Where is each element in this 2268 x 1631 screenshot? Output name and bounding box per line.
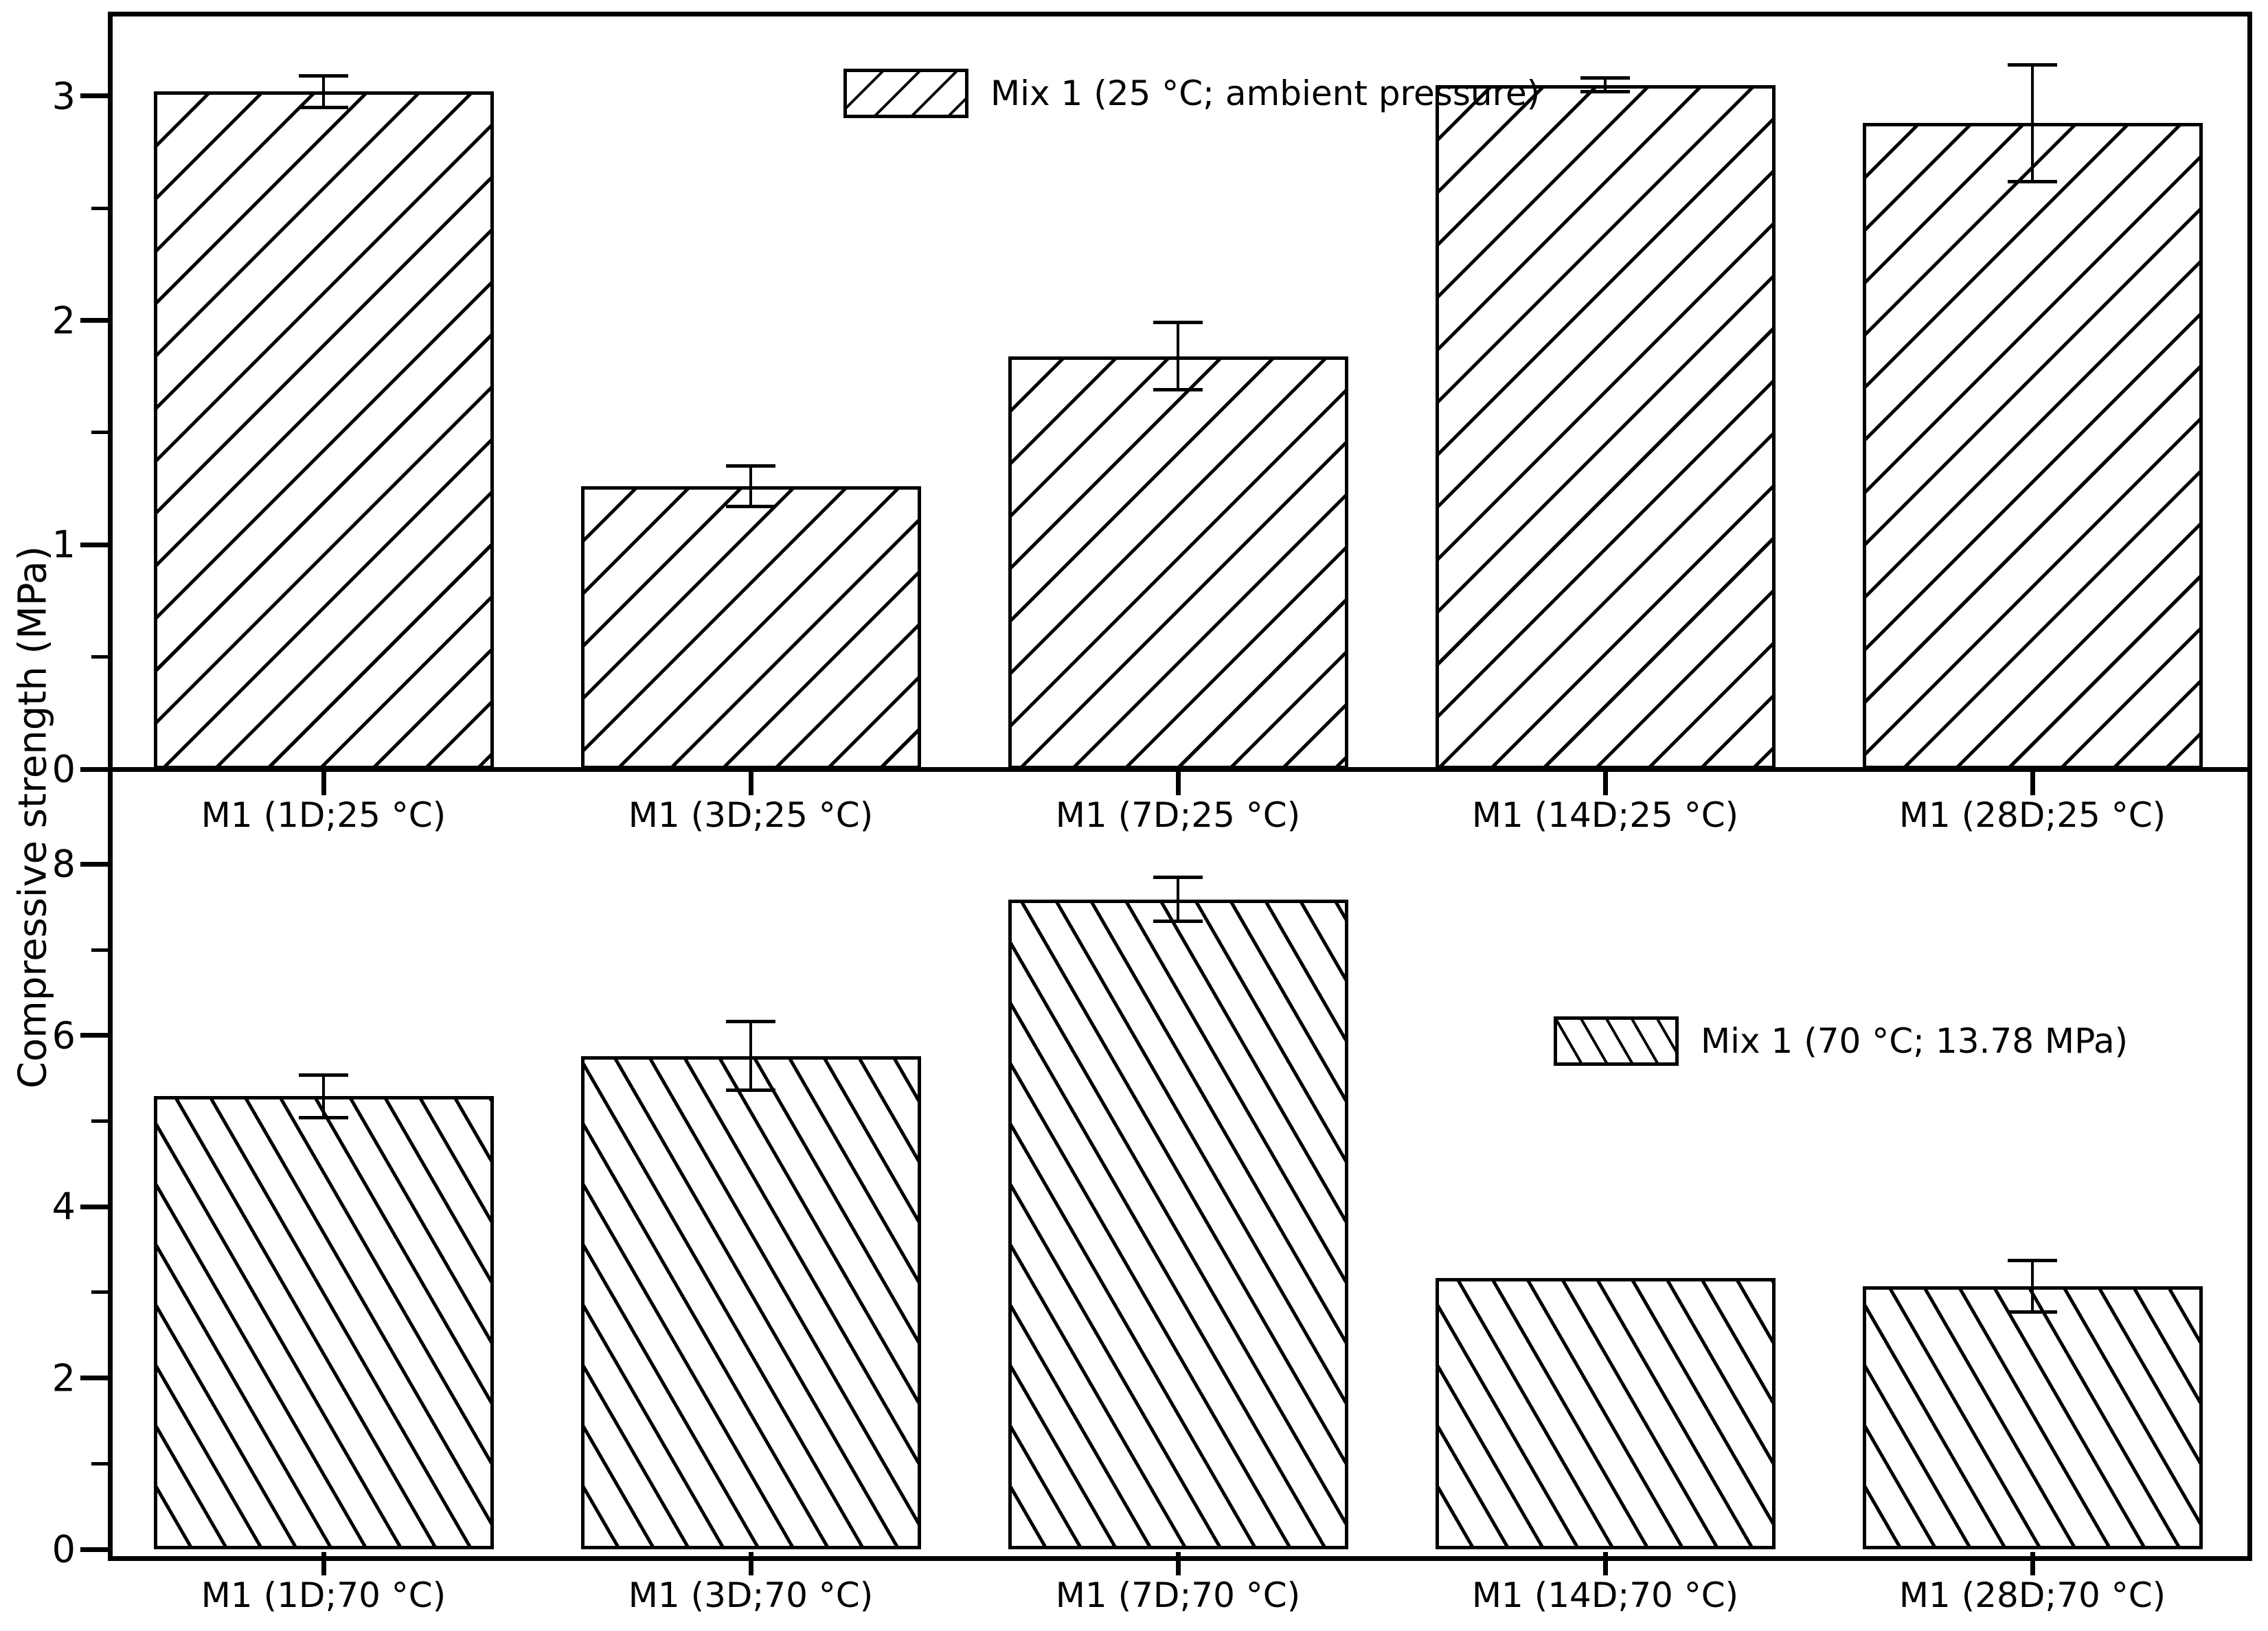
legend-top-panel: Mix 1 (25 °C; ambient pressure) <box>843 69 1540 118</box>
y-major-tick <box>80 318 108 323</box>
x-category-label: M1 (14D;70 °C) <box>1471 1575 1739 1615</box>
y-minor-tick <box>91 1290 108 1294</box>
x-category-tick <box>748 772 753 795</box>
bar <box>580 1056 921 1549</box>
x-category-label: M1 (7D;70 °C) <box>1055 1575 1301 1615</box>
error-bar-cap-bottom <box>1153 920 1203 924</box>
error-bar-cap-bottom <box>726 1088 775 1093</box>
error-bar-stem <box>322 1075 325 1118</box>
y-minor-tick <box>91 655 108 659</box>
legend-swatch-forward-hatch-icon <box>843 69 968 118</box>
error-bar-cap-bottom <box>2008 179 2057 183</box>
y-tick-label: 1 <box>52 523 76 567</box>
x-category-tick <box>1175 772 1181 795</box>
error-bar-cap-bottom <box>299 105 348 109</box>
y-minor-tick <box>91 431 108 435</box>
y-tick-label: 6 <box>52 1014 76 1058</box>
error-bar-cap-top <box>2008 1259 2057 1263</box>
y-major-tick <box>80 93 108 99</box>
x-category-label: M1 (14D;25 °C) <box>1471 795 1739 835</box>
error-bar-cap-bottom <box>299 1116 348 1119</box>
legend-label-70c: Mix 1 (70 °C; 13.78 MPa) <box>1701 1021 2129 1061</box>
error-bar-cap-top <box>1153 321 1203 325</box>
x-category-tick <box>1175 1552 1181 1575</box>
y-minor-tick <box>91 206 108 210</box>
x-category-tick <box>748 1552 753 1575</box>
error-bar-stem <box>2031 1260 2034 1312</box>
error-bar-cap-top <box>726 1020 775 1024</box>
error-bar-cap-bottom <box>1153 388 1203 392</box>
y-major-tick <box>80 1204 108 1209</box>
error-bar-stem <box>1177 877 1179 922</box>
error-bar-cap-bottom <box>1580 89 1630 93</box>
y-major-tick <box>80 1547 108 1552</box>
error-bar-cap-bottom <box>726 505 775 509</box>
y-minor-tick <box>91 1461 108 1465</box>
y-tick-label: 2 <box>52 1356 76 1400</box>
x-category-label: M1 (7D;25 °C) <box>1055 795 1301 835</box>
x-category-tick <box>1602 772 1608 795</box>
x-category-tick <box>1602 1552 1608 1575</box>
x-category-tick <box>2030 772 2035 795</box>
error-bar-cap-top <box>299 1073 348 1077</box>
error-bar-cap-top <box>726 464 775 468</box>
x-category-tick <box>2030 1552 2035 1575</box>
y-major-tick <box>80 1033 108 1038</box>
error-bar-stem <box>1604 78 1607 92</box>
error-bar-cap-top <box>299 73 348 78</box>
error-bar-cap-bottom <box>2008 1310 2057 1314</box>
x-category-label: M1 (28D;70 °C) <box>1898 1575 2166 1615</box>
bar <box>153 1096 494 1549</box>
y-tick-label: 0 <box>52 747 76 791</box>
x-category-label: M1 (1D;70 °C) <box>201 1575 446 1615</box>
x-category-label: M1 (3D;25 °C) <box>628 795 874 835</box>
x-category-label: M1 (28D;25 °C) <box>1898 795 2166 835</box>
error-bar-cap-top <box>1580 76 1630 80</box>
error-bar-stem <box>2031 65 2034 182</box>
y-minor-tick <box>91 1119 108 1123</box>
error-bar-stem <box>1177 322 1179 390</box>
bar <box>1435 84 1776 769</box>
x-category-label: M1 (3D;70 °C) <box>628 1575 874 1615</box>
error-bar-stem <box>749 466 752 507</box>
y-major-tick <box>80 542 108 547</box>
y-major-tick <box>80 861 108 867</box>
bar <box>153 91 494 769</box>
y-tick-label: 8 <box>52 842 76 886</box>
bar <box>1435 1277 1776 1549</box>
x-category-label: M1 (1D;25 °C) <box>201 795 446 835</box>
bar <box>1862 123 2203 769</box>
x-category-tick <box>321 772 326 795</box>
bar <box>580 486 921 769</box>
legend-label-25c: Mix 1 (25 °C; ambient pressure) <box>990 73 1541 113</box>
bar <box>1008 899 1348 1549</box>
legend-swatch-back-hatch-icon <box>1554 1016 1679 1066</box>
error-bar-stem <box>749 1021 752 1091</box>
y-tick-label: 0 <box>52 1527 76 1571</box>
y-major-tick <box>80 1376 108 1381</box>
error-bar-cap-top <box>1153 875 1203 879</box>
y-tick-label: 3 <box>52 74 76 118</box>
y-tick-label: 4 <box>52 1185 76 1229</box>
error-bar-stem <box>322 76 325 108</box>
bar <box>1862 1286 2203 1549</box>
y-tick-label: 2 <box>52 299 76 343</box>
x-category-tick <box>321 1552 326 1575</box>
error-bar-cap-top <box>2008 62 2057 67</box>
y-minor-tick <box>91 948 108 952</box>
y-major-tick <box>80 766 108 772</box>
legend-bottom-panel: Mix 1 (70 °C; 13.78 MPa) <box>1554 1016 2128 1066</box>
